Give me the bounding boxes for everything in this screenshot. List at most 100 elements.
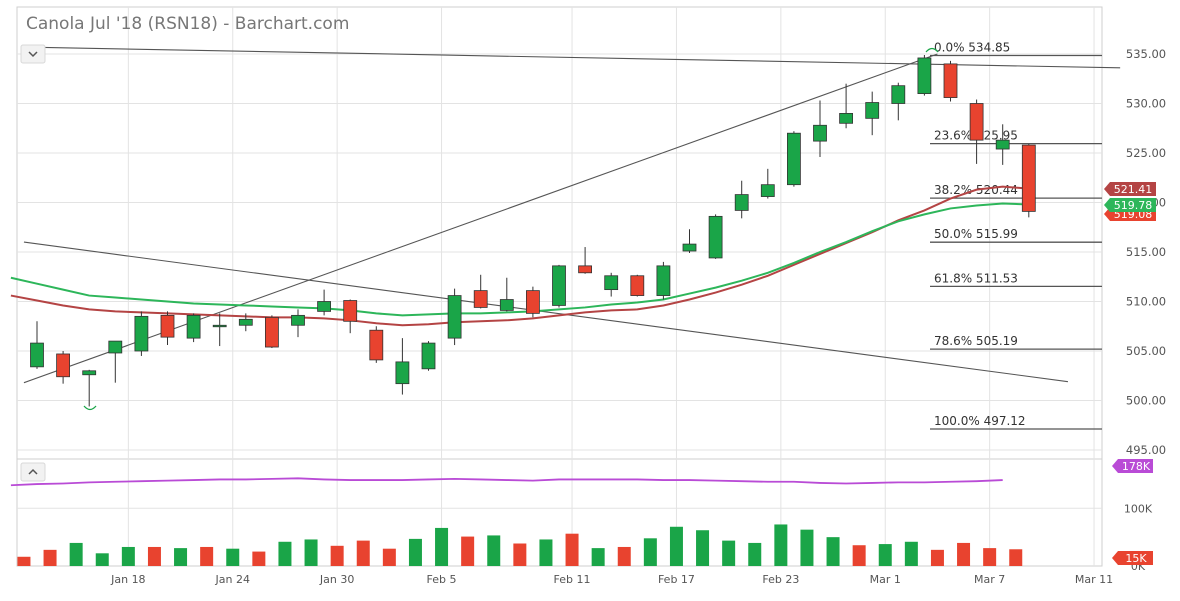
trendline bbox=[23, 241, 1069, 383]
volume-bar bbox=[356, 540, 370, 566]
time-tick-label: Feb 5 bbox=[427, 573, 457, 586]
candle-body bbox=[604, 275, 619, 291]
volume-bar bbox=[983, 548, 997, 566]
fib-level-label: 50.0% 515.99 bbox=[934, 227, 1018, 241]
candle-body bbox=[813, 124, 827, 142]
candle-body bbox=[134, 315, 149, 352]
volume-bar bbox=[147, 546, 161, 566]
volume-badge bbox=[1112, 551, 1153, 565]
volume-bar bbox=[278, 541, 292, 566]
time-tick-label: Jan 18 bbox=[110, 573, 145, 586]
price-tick-label: 500.00 bbox=[1126, 394, 1166, 408]
volume-bar bbox=[1009, 549, 1023, 566]
volume-bar bbox=[852, 545, 866, 566]
fib-level-label: 78.6% 505.19 bbox=[934, 334, 1018, 348]
volume-bar bbox=[408, 538, 422, 566]
candle-body bbox=[291, 314, 305, 326]
candle-body bbox=[526, 290, 540, 314]
candle-body bbox=[760, 184, 775, 197]
trendlines bbox=[23, 46, 1121, 384]
candle-body bbox=[630, 275, 645, 296]
price-tick-label: 530.00 bbox=[1126, 97, 1166, 111]
candle-body bbox=[682, 243, 697, 252]
volume-bar bbox=[930, 549, 944, 566]
candle-body bbox=[82, 370, 97, 376]
volume-badge-label: 15K bbox=[1125, 552, 1147, 565]
time-tick-label: Feb 23 bbox=[762, 573, 799, 586]
volume-bar bbox=[252, 551, 266, 566]
swing-markers bbox=[83, 47, 939, 411]
volume-bar bbox=[904, 541, 918, 566]
volume-badge-label: 178K bbox=[1122, 460, 1151, 473]
volume-bar bbox=[591, 548, 605, 566]
moving-averages bbox=[10, 185, 1029, 327]
volume-bar bbox=[722, 540, 736, 566]
volume-bar bbox=[226, 548, 240, 566]
fib-level-label: 61.8% 511.53 bbox=[934, 271, 1018, 285]
volume-bar bbox=[200, 546, 214, 566]
price-badge-label: 519.78 bbox=[1114, 199, 1153, 212]
collapse-volume-panel-button[interactable] bbox=[20, 462, 46, 482]
volume-bar bbox=[774, 524, 788, 566]
volume-bar bbox=[800, 529, 814, 566]
price-badge bbox=[1104, 198, 1156, 212]
candles bbox=[30, 54, 1036, 407]
fib-level-label: 0.0% 534.85 bbox=[934, 40, 1010, 54]
volume-panel bbox=[16, 458, 1103, 567]
volume-bars bbox=[10, 477, 1023, 566]
candle-body bbox=[369, 329, 384, 361]
time-tick-label: Feb 11 bbox=[554, 573, 591, 586]
time-tick-label: Mar 7 bbox=[974, 573, 1005, 586]
volume-bar bbox=[174, 548, 188, 566]
volume-badge bbox=[1112, 459, 1153, 473]
volume-bar bbox=[95, 553, 109, 566]
candle-body bbox=[734, 194, 749, 211]
volume-bar bbox=[513, 543, 527, 566]
volume-bar bbox=[330, 545, 344, 566]
time-tick-label: Mar 11 bbox=[1075, 573, 1113, 586]
candle-body bbox=[656, 265, 671, 296]
time-tick-label: Feb 17 bbox=[658, 573, 695, 586]
volume-average-line bbox=[10, 477, 1003, 487]
candle-body bbox=[186, 314, 201, 339]
chevron-up-icon bbox=[28, 468, 38, 475]
volume-bar bbox=[957, 542, 971, 566]
volume-bar bbox=[643, 538, 657, 566]
candle-body bbox=[787, 132, 801, 186]
volume-bar bbox=[461, 536, 475, 566]
time-tick-label: Jan 30 bbox=[319, 573, 354, 586]
price-tick-label: 510.00 bbox=[1126, 295, 1166, 309]
chart-title: Canola Jul '18 (RSN18) - Barchart.com bbox=[26, 14, 349, 34]
candle-body bbox=[108, 340, 123, 354]
candle-body bbox=[238, 318, 253, 326]
price-tick-label: 525.00 bbox=[1126, 146, 1166, 160]
candle-body bbox=[891, 85, 906, 104]
volume-bar bbox=[878, 544, 892, 566]
swing-high-marker bbox=[925, 47, 939, 53]
volume-bar bbox=[382, 548, 396, 566]
volume-bar bbox=[17, 556, 31, 566]
volume-tick-label: 100K bbox=[1124, 502, 1153, 515]
candle-body bbox=[447, 295, 462, 339]
candle-body bbox=[30, 342, 44, 368]
candle-body bbox=[839, 113, 853, 124]
volume-bar bbox=[304, 539, 318, 566]
volume-bar bbox=[435, 527, 449, 566]
price-tick-label: 495.00 bbox=[1126, 443, 1166, 457]
volume-bar bbox=[539, 539, 553, 566]
swing-low-marker bbox=[83, 405, 97, 411]
collapse-price-panel-button[interactable] bbox=[20, 44, 46, 64]
candle-body bbox=[395, 361, 410, 385]
trendline bbox=[23, 53, 938, 384]
price-tick-label: 535.00 bbox=[1126, 47, 1166, 61]
trendline bbox=[23, 46, 1121, 69]
candle-body bbox=[995, 139, 1010, 150]
grid: 535.00530.00525.00520.00515.00510.00505.… bbox=[17, 7, 1166, 586]
volume-bar bbox=[826, 537, 840, 566]
candle-body bbox=[212, 324, 227, 328]
candle-body bbox=[969, 103, 984, 141]
candle-body bbox=[708, 215, 723, 259]
